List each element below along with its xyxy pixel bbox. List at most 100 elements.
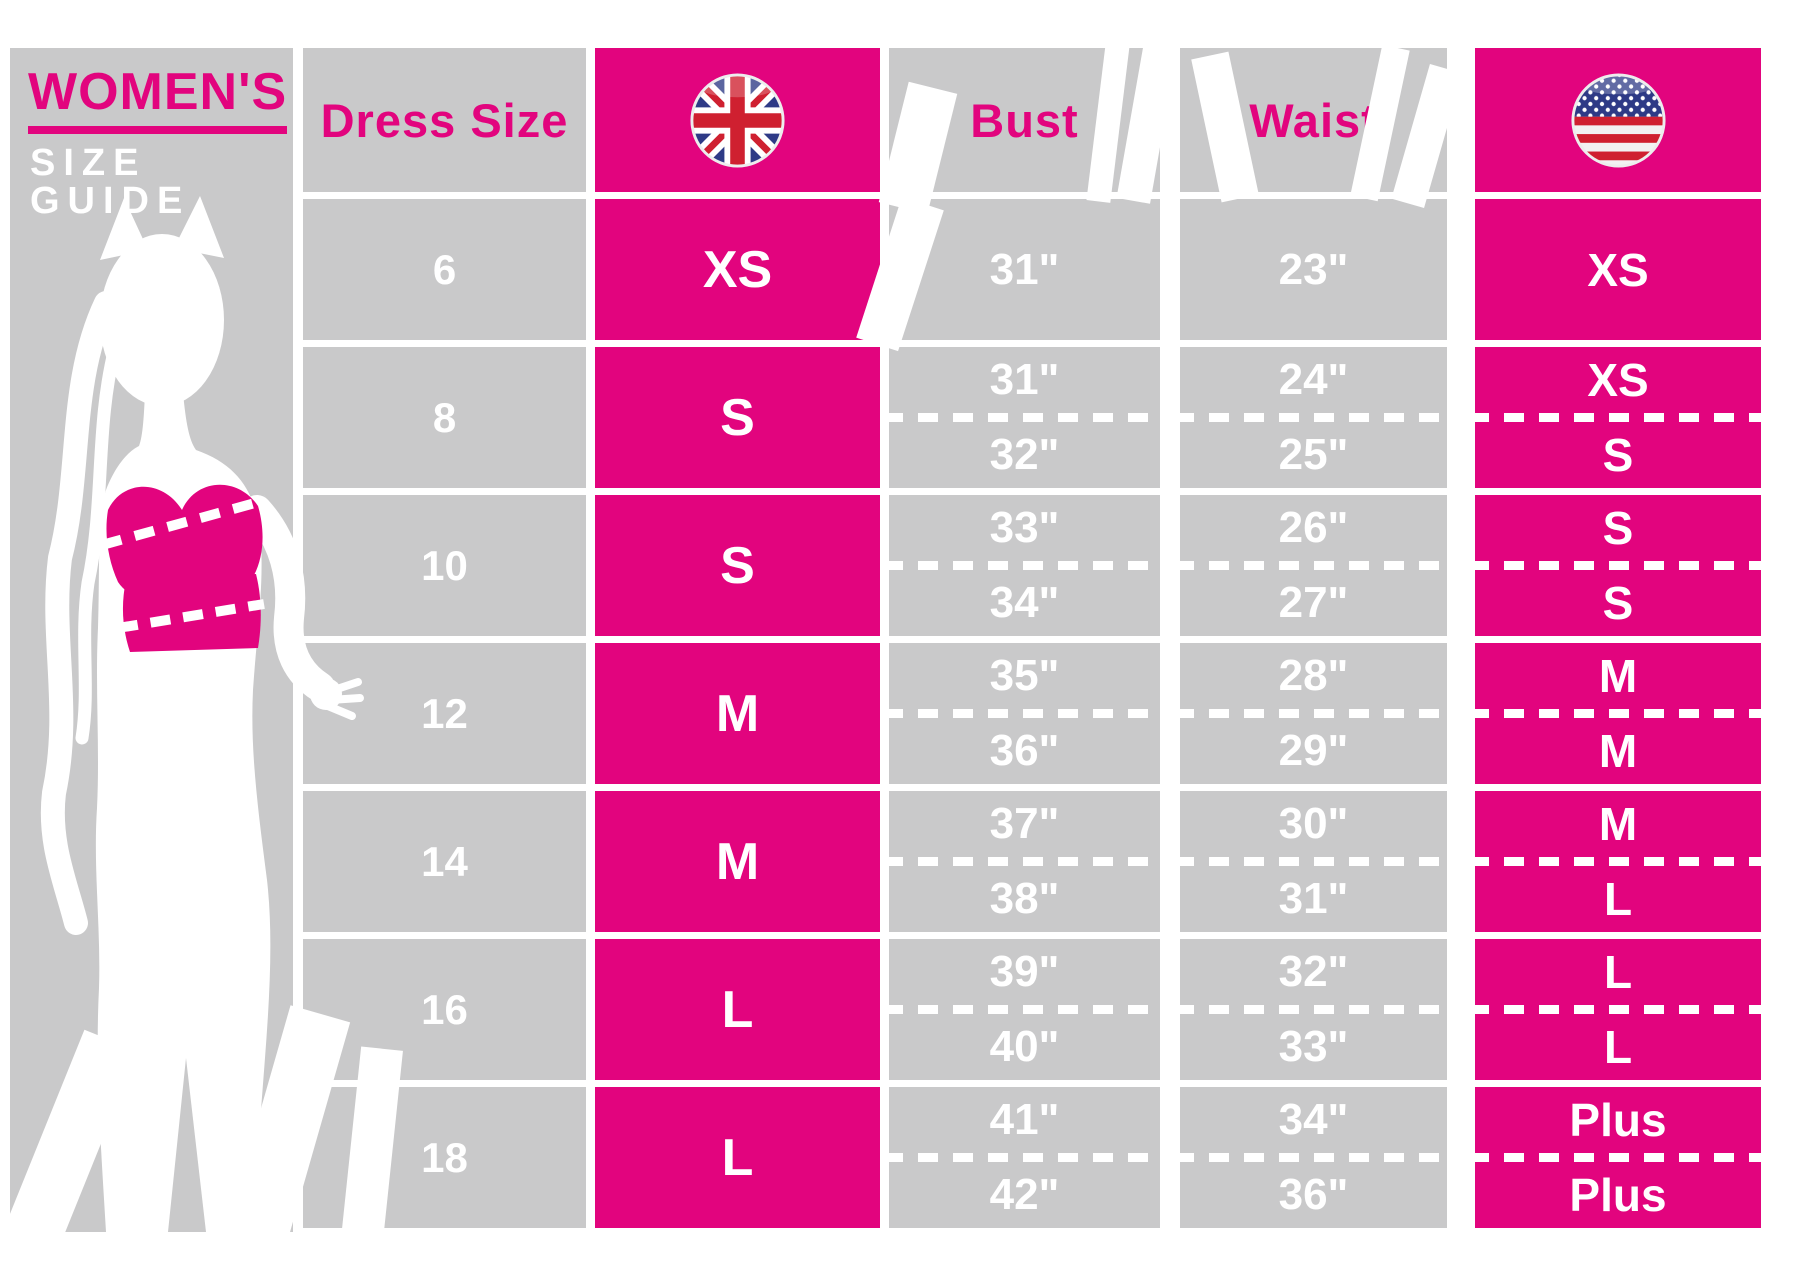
bust-cell: 41" 42" (883, 1087, 1166, 1228)
bust-cell: 39" 40" (883, 939, 1166, 1080)
us-size-value: L (1603, 1021, 1633, 1073)
dress-size-value: 8 (432, 393, 457, 441)
dashed-divider (883, 561, 1166, 570)
bust-value: 39" (989, 947, 1060, 996)
bust-cell: 33" 34" (883, 495, 1166, 636)
bust-value: 31" (989, 244, 1060, 294)
us-size-value: XS (1587, 243, 1649, 296)
waist-value: 24" (1278, 355, 1349, 404)
waist-value: 36" (1278, 1170, 1349, 1219)
dress-size-cell: 14 (303, 791, 586, 932)
dashed-divider (883, 857, 1166, 866)
us-size-cell: M L (1469, 791, 1767, 932)
uk-size-cell: S (595, 347, 880, 488)
bust-cell: 37" 38" (883, 791, 1166, 932)
dress-size-cell: 6 (303, 199, 586, 340)
dress-size-value: 14 (421, 837, 468, 885)
dress-size-value: 6 (432, 245, 457, 293)
dashed-divider (1174, 1005, 1453, 1014)
uk-size-value: L (721, 1128, 754, 1187)
sidebar: WOMEN'S SIZE GUIDE (10, 48, 293, 1232)
dress-size-value: 18 (421, 1133, 468, 1181)
uk-size-value: S (720, 536, 755, 595)
uk-size-value: XS (702, 240, 773, 299)
us-size-value: L (1603, 873, 1633, 925)
bust-value: 35" (989, 651, 1060, 700)
waist-value: 29" (1278, 726, 1349, 775)
us-size-cell: M M (1469, 643, 1767, 784)
bust-header: Bust (889, 48, 1160, 192)
dashed-divider (883, 709, 1166, 718)
bust-value: 42" (989, 1170, 1060, 1219)
dashed-divider (1469, 709, 1767, 718)
us-size-value: L (1603, 946, 1633, 998)
uk-size-value: M (715, 684, 760, 743)
bust-cell: 31" 32" (883, 347, 1166, 488)
dashed-divider (1469, 413, 1767, 422)
size-table: Dress Size Bust Waist (303, 48, 1767, 1228)
waist-cell: 23" (1180, 199, 1447, 340)
us-size-cell: S S (1469, 495, 1767, 636)
bust-value: 38" (989, 874, 1060, 923)
dress-size-value: 16 (421, 985, 468, 1033)
bust-value: 34" (989, 578, 1060, 627)
bust-value: 36" (989, 726, 1060, 775)
bust-cell: 35" 36" (883, 643, 1166, 784)
bust-value: 40" (989, 1022, 1060, 1071)
bust-value: 31" (989, 355, 1060, 404)
bust-value: 37" (989, 799, 1060, 848)
us-size-value: Plus (1569, 1169, 1667, 1221)
us-size-value: Plus (1569, 1094, 1667, 1146)
bust-cell: 31" (889, 199, 1160, 340)
uk-size-header (595, 48, 880, 192)
us-size-value: XS (1587, 354, 1649, 406)
sidebar-title: WOMEN'S (28, 66, 288, 134)
bust-value: 33" (989, 503, 1060, 552)
waist-value: 26" (1278, 503, 1349, 552)
dress-size-value: 12 (421, 689, 468, 737)
waist-value: 34" (1278, 1095, 1349, 1144)
dashed-divider (1174, 709, 1453, 718)
waist-value: 33" (1278, 1022, 1349, 1071)
dress-size-header: Dress Size (303, 48, 586, 192)
uk-size-value: L (721, 980, 754, 1039)
dashed-divider (1174, 561, 1453, 570)
uk-size-cell: L (595, 939, 880, 1080)
dashed-divider (883, 1153, 1166, 1162)
waist-value: 28" (1278, 651, 1349, 700)
uk-size-cell: S (595, 495, 880, 636)
us-size-value: S (1602, 502, 1634, 554)
dashed-divider (1174, 857, 1453, 866)
waist-cell: 30" 31" (1174, 791, 1453, 932)
waist-header-label: Waist (1249, 93, 1378, 147)
dress-size-cell: 18 (303, 1087, 586, 1228)
dress-size-cell: 12 (303, 643, 586, 784)
dress-size-cell: 8 (303, 347, 586, 488)
dashed-divider (883, 1005, 1166, 1014)
us-size-cell: Plus Plus (1469, 1087, 1767, 1228)
waist-value: 25" (1278, 430, 1349, 479)
dashed-divider (1469, 1005, 1767, 1014)
us-size-value: M (1598, 650, 1638, 702)
waist-cell: 24" 25" (1174, 347, 1453, 488)
us-size-value: M (1598, 798, 1638, 850)
uk-size-cell: M (595, 791, 880, 932)
us-size-header (1475, 48, 1761, 192)
us-size-cell: XS S (1469, 347, 1767, 488)
uk-size-cell: XS (595, 199, 880, 340)
waist-value: 31" (1278, 874, 1349, 923)
dashed-divider (1174, 413, 1453, 422)
bust-value: 41" (989, 1095, 1060, 1144)
us-size-value: S (1602, 577, 1634, 629)
waist-value: 30" (1278, 799, 1349, 848)
uk-size-cell: L (595, 1087, 880, 1228)
us-size-cell: L L (1469, 939, 1767, 1080)
us-size-value: M (1598, 725, 1638, 777)
waist-value: 32" (1278, 947, 1349, 996)
dress-size-header-label: Dress Size (320, 93, 569, 147)
uk-size-value: M (715, 832, 760, 891)
waist-value: 27" (1278, 578, 1349, 627)
dress-size-cell: 10 (303, 495, 586, 636)
dashed-divider (1469, 1153, 1767, 1162)
